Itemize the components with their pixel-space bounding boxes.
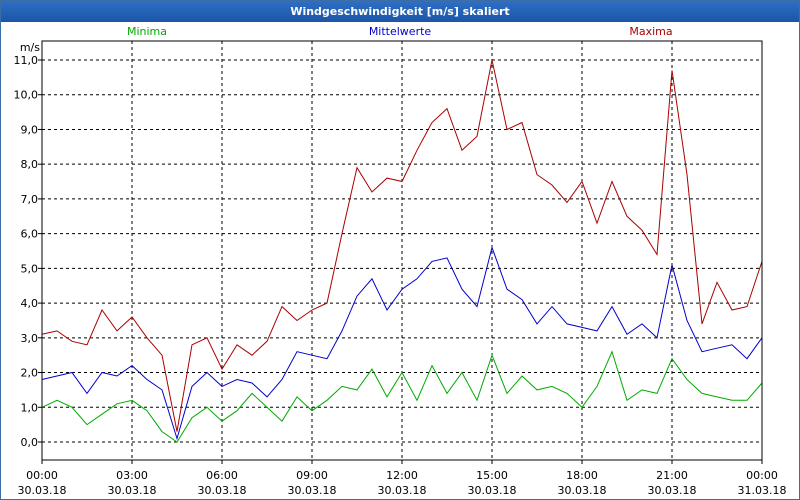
- x-tick-date: 30.03.18: [468, 484, 517, 497]
- x-tick-time: 21:00: [656, 469, 688, 482]
- series-line-maxima: [41, 59, 763, 432]
- x-tick-time: 00:00: [746, 469, 778, 482]
- y-tick-label: 7,0: [21, 193, 39, 206]
- x-tick-time: 15:00: [476, 469, 508, 482]
- x-tick-labels: 00:00 30.03.18 03:00 30.03.18 06:00 30.03.18 0…: [18, 469, 787, 497]
- y-tick-label: 2,0: [21, 367, 39, 380]
- legend-minima: Minima: [127, 25, 167, 38]
- axes: [38, 40, 763, 464]
- x-tick-date: 30.03.18: [378, 484, 427, 497]
- y-tick-label: 10,0: [14, 89, 39, 102]
- y-tick-label: 1,0: [21, 401, 39, 414]
- x-tick-date: 30.03.18: [18, 484, 67, 497]
- y-tick-label: 9,0: [21, 123, 39, 136]
- y-tick-label: 6,0: [21, 228, 39, 241]
- x-tick-time: 18:00: [566, 469, 598, 482]
- x-tick-date: 30.03.18: [558, 484, 607, 497]
- y-axis-label: m/s: [20, 41, 40, 54]
- x-tick-date: 30.03.18: [288, 484, 337, 497]
- x-tick-date: 30.03.18: [108, 484, 157, 497]
- x-tick-date: 30.03.18: [648, 484, 697, 497]
- legend-maxima: Maxima: [629, 25, 672, 38]
- y-tick-labels: 0,0 1,0 2,0 3,0 4,0 5,0 6,0 7,0 8,0 9,0 10,0 11,0: [14, 54, 39, 449]
- y-tick-label: 8,0: [21, 158, 39, 171]
- series-lines: [41, 59, 763, 443]
- y-tick-label: 3,0: [21, 332, 39, 345]
- series-line-mittelwerte: [41, 245, 763, 441]
- y-tick-label: 0,0: [21, 436, 39, 449]
- y-tick-label: 4,0: [21, 297, 39, 310]
- x-tick-time: 03:00: [116, 469, 148, 482]
- y-tick-label: 5,0: [21, 262, 39, 275]
- y-tick-label: 11,0: [14, 54, 39, 67]
- x-tick-date: 30.03.18: [198, 484, 247, 497]
- x-tick-time: 00:00: [26, 469, 58, 482]
- x-tick-date: 31.03.18: [738, 484, 787, 497]
- legend-mittelwerte: Mittelwerte: [369, 25, 432, 38]
- x-tick-time: 06:00: [206, 469, 238, 482]
- x-tick-time: 09:00: [296, 469, 328, 482]
- series-line-minima: [41, 350, 763, 443]
- chart-title: Windgeschwindigkeit [m/s] skaliert: [1, 1, 799, 22]
- plot-frame: [41, 40, 763, 461]
- x-tick-time: 12:00: [386, 469, 418, 482]
